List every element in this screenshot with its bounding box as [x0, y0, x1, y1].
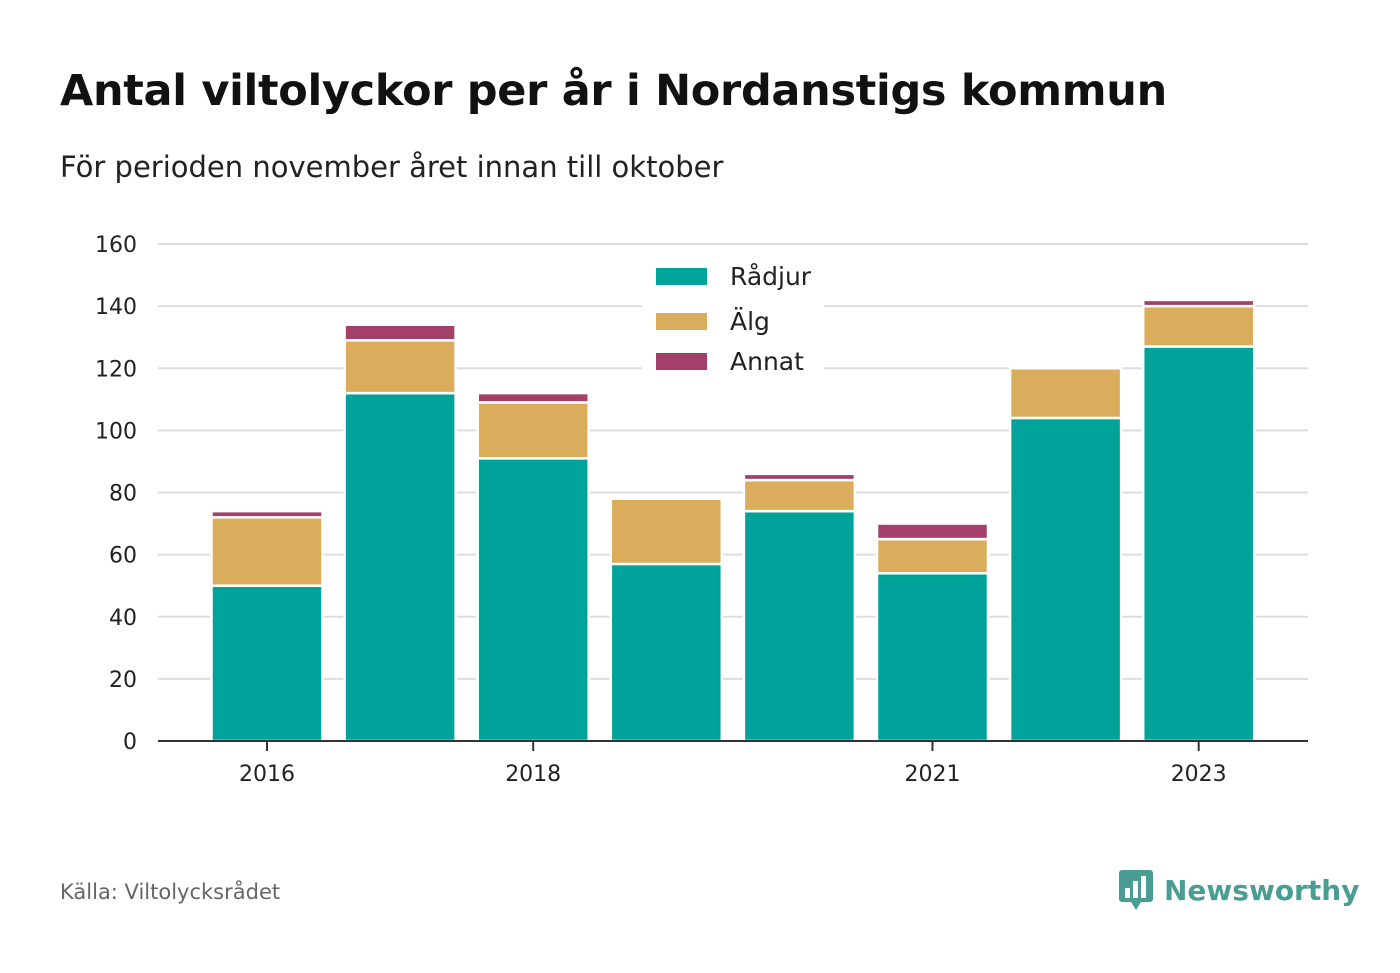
chart-subtitle: För perioden november året innan till ok… — [60, 150, 724, 184]
bar-segment — [1141, 298, 1256, 308]
bar-segment — [742, 472, 857, 482]
y-tick-label: 0 — [123, 730, 137, 755]
bars — [210, 298, 1256, 743]
chart-title: Antal viltolyckor per år i Nordanstigs k… — [60, 66, 1167, 116]
bar-segment — [343, 391, 457, 743]
y-tick-label: 60 — [109, 544, 137, 569]
x-tick-label: 2021 — [905, 762, 961, 787]
bar-segment — [1008, 367, 1123, 420]
bar-segment — [609, 497, 724, 566]
bar-segment — [476, 457, 590, 743]
bar-segment — [742, 509, 857, 743]
bar-segment — [210, 584, 324, 743]
x-axis: 2016 2018 2021 2023 — [158, 740, 1308, 787]
y-axis-tick-labels: 0 20 40 60 80 100 120 140 160 — [95, 233, 137, 755]
legend-label: Rådjur — [730, 262, 812, 291]
bar-segment — [343, 339, 457, 395]
bar-segment — [476, 391, 590, 404]
bar-segment — [476, 401, 590, 460]
brand-logo: Newsworthy — [1118, 868, 1359, 912]
y-tick-label: 160 — [95, 233, 137, 258]
bar-segment — [1141, 345, 1256, 743]
bar-chart-speech-bubble-icon — [1119, 870, 1153, 910]
legend-swatch — [656, 268, 707, 285]
bar-segment — [343, 323, 457, 342]
y-tick-label: 20 — [109, 668, 137, 693]
source-note: Källa: Viltolycksrådet — [60, 880, 281, 904]
bar-segment — [609, 562, 724, 743]
x-tick-label: 2018 — [505, 762, 561, 787]
y-tick-label: 40 — [109, 606, 137, 631]
y-tick-label: 120 — [95, 357, 137, 382]
bar-segment — [1141, 304, 1256, 348]
x-tick-label: 2016 — [239, 762, 295, 787]
y-tick-label: 100 — [95, 419, 137, 444]
bar-segment — [1008, 416, 1123, 743]
x-tick-label: 2023 — [1171, 762, 1227, 787]
legend-label: Annat — [730, 347, 804, 376]
y-tick-label: 140 — [95, 295, 137, 320]
legend-label: Älg — [730, 307, 770, 336]
legend: Rådjur Älg Annat — [642, 258, 824, 380]
bar-segment — [210, 509, 324, 519]
y-tick-label: 80 — [109, 482, 137, 507]
bar-segment — [875, 572, 990, 743]
bar-segment — [210, 516, 324, 587]
bar-segment — [875, 537, 990, 575]
bar-segment — [742, 478, 857, 513]
legend-swatch — [656, 353, 707, 370]
brand-name: Newsworthy — [1164, 873, 1360, 907]
legend-swatch — [656, 313, 707, 330]
bar-segment — [875, 522, 990, 541]
